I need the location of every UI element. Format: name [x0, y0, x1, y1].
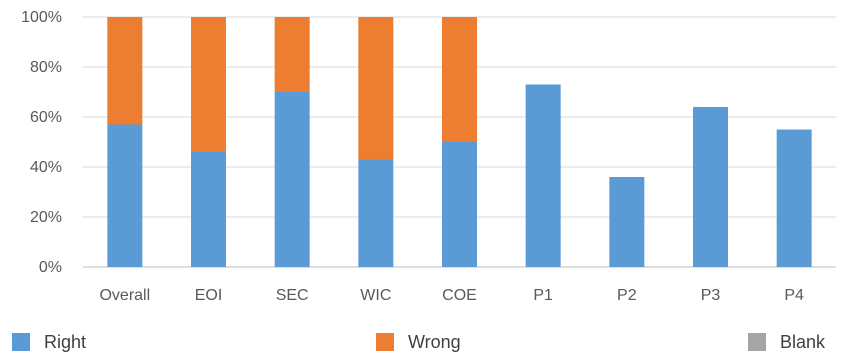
legend-swatch-wrong	[376, 333, 394, 351]
y-axis-tick-labels: 0% 20% 40% 60% 80% 100%	[21, 9, 62, 276]
y-tick-label: 20%	[30, 209, 62, 226]
x-tick-label: P3	[701, 287, 721, 304]
y-tick-label: 40%	[30, 159, 62, 176]
y-tick-label: 0%	[39, 259, 62, 276]
bar-right-eoi	[191, 152, 226, 267]
stacked-bar-chart: 0% 20% 40% 60% 80% 100% Overall EOI SEC WIC COE P1…	[21, 9, 836, 304]
bar-right-p3	[693, 107, 728, 267]
y-tick-label: 60%	[30, 109, 62, 126]
x-tick-label: P1	[533, 287, 553, 304]
legend-item-blank: Blank	[748, 330, 825, 354]
x-tick-label: SEC	[276, 287, 309, 304]
bar-wrong-eoi	[191, 17, 226, 152]
x-tick-label: Overall	[99, 287, 150, 304]
x-tick-label: P4	[784, 287, 804, 304]
y-tick-label: 100%	[21, 9, 62, 26]
x-tick-label: COE	[442, 287, 477, 304]
x-tick-label: P2	[617, 287, 637, 304]
x-tick-label: EOI	[195, 287, 223, 304]
bar-wrong-coe	[442, 17, 477, 142]
legend-item-right: Right	[12, 330, 86, 354]
bar-right-wic	[358, 159, 394, 267]
bar-right-overall	[107, 124, 143, 267]
bar-right-p1	[525, 84, 561, 267]
bar-wrong-overall	[107, 17, 143, 125]
y-tick-label: 80%	[30, 59, 62, 76]
bars	[107, 17, 812, 267]
legend-label-wrong: Wrong	[408, 331, 461, 352]
legend-label-blank: Blank	[780, 331, 826, 352]
legend-label-right: Right	[44, 331, 87, 352]
bar-right-sec	[274, 92, 310, 267]
x-axis-tick-labels: Overall EOI SEC WIC COE P1 P2 P3 P4	[99, 287, 804, 304]
x-tick-label: WIC	[360, 287, 391, 304]
legend-item-wrong: Wrong	[376, 330, 461, 354]
legend-swatch-blank	[748, 333, 766, 351]
bar-right-p2	[609, 177, 645, 267]
legend-swatch-right	[12, 333, 30, 351]
bar-right-p4	[776, 129, 812, 267]
bar-right-coe	[442, 142, 477, 267]
bar-wrong-wic	[358, 17, 394, 160]
bar-wrong-sec	[274, 17, 310, 92]
